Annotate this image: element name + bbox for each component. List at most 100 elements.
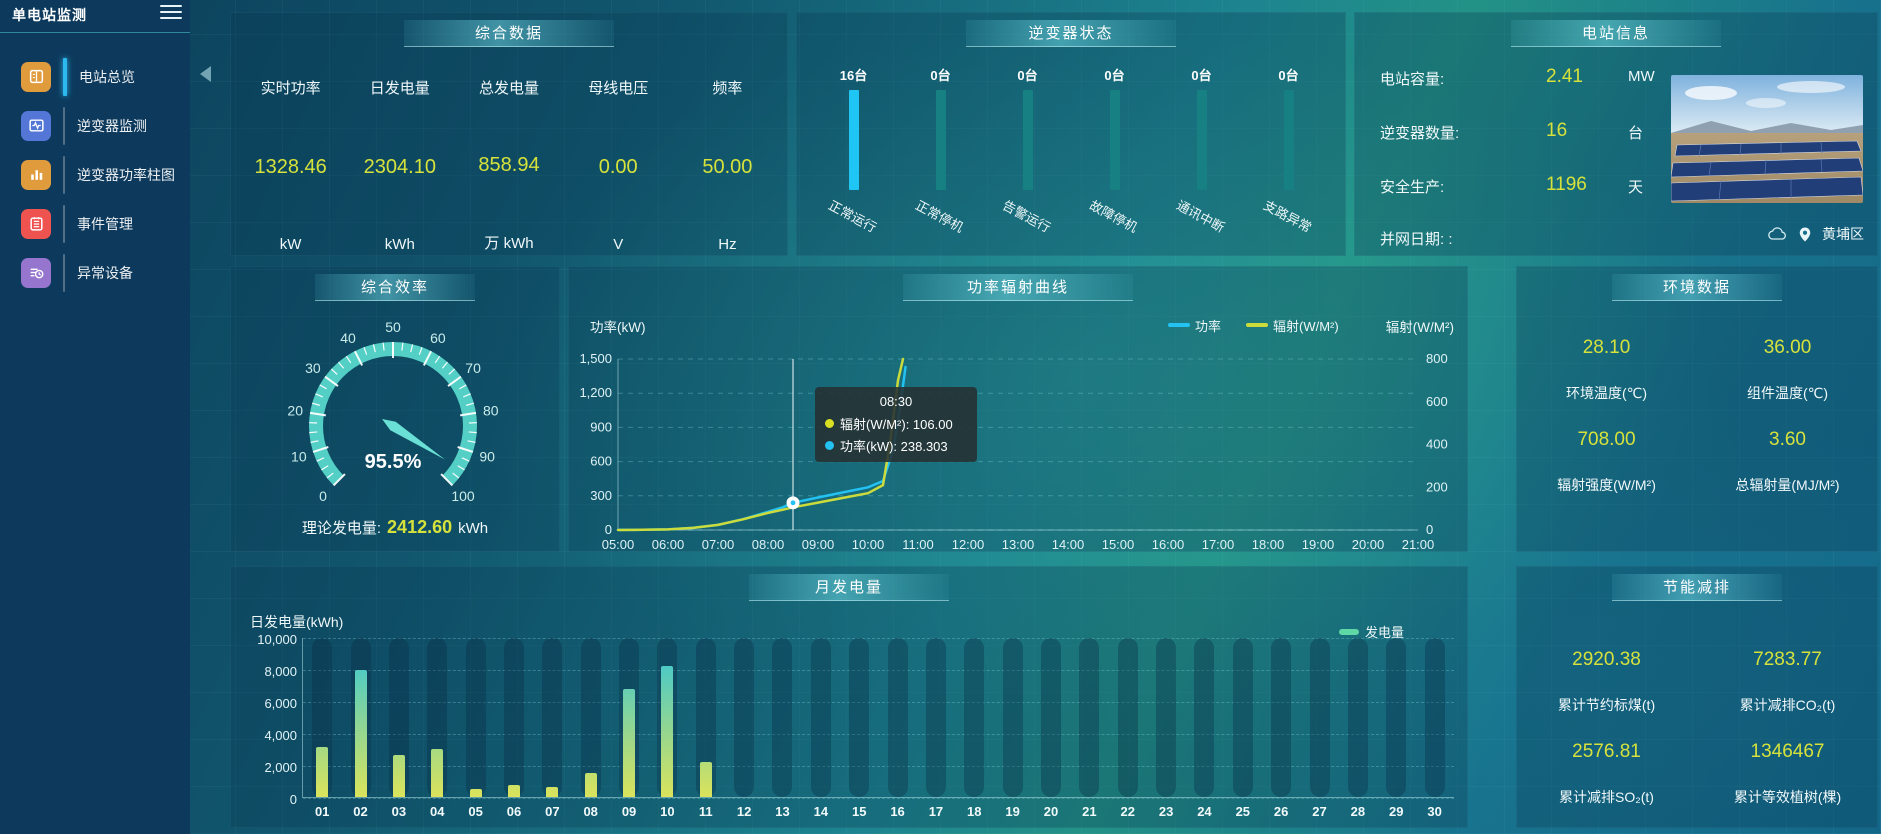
bar-slot[interactable]: 04 [418,638,456,819]
energy-bar [661,666,674,797]
bar-slot[interactable]: 10 [648,638,686,819]
bar-slot[interactable]: 25 [1224,638,1262,819]
active-indicator [63,106,65,145]
sidebar-item-4[interactable]: 事件管理 [0,199,190,248]
bar-slot[interactable]: 05 [456,638,494,819]
bar-slot[interactable]: 28 [1339,638,1377,819]
station-photo [1671,75,1863,203]
svg-text:13:00: 13:00 [1002,537,1035,552]
overview-metric: 总发电量 858.94 万 kWh [454,77,563,253]
x-axis-label: 02 [353,804,368,819]
cell-label: 总辐射量(MJ/M²) [1735,477,1840,493]
panel-saving: 节能减排 2920.38 累计节约标煤(t) 7283.77 累计减排CO₂(t) 25… [1516,566,1878,828]
bar-slot[interactable]: 02 [341,638,379,819]
bar-slot[interactable]: 30 [1415,638,1453,819]
bar-background-column [1271,638,1292,797]
bar-slot[interactable]: 11 [687,638,725,819]
inverter-status-bars[interactable]: 16台 正常运行 0台 正常停机 0台 告警运行 0台 故障停机 0台 通讯中断 0台 支路异常 [796,65,1346,235]
bar-slot[interactable]: 07 [533,638,571,819]
legend-swatch[interactable] [1246,323,1268,327]
svg-text:80: 80 [483,403,499,419]
sidebar-item-2[interactable]: 逆变器监测 [0,101,190,150]
svg-text:30: 30 [305,360,321,376]
bar-slot[interactable]: 12 [725,638,763,819]
bar-slot[interactable]: 13 [763,638,801,819]
sidebar-item-3[interactable]: 逆变器功率柱图 [0,150,190,199]
energy-bar [316,747,329,797]
bar-slot[interactable]: 26 [1262,638,1300,819]
sidebar-menu: 电站总览 逆变器监测逆变器功率柱图事件管理异常设备 [0,52,190,297]
y-axis-label: 4,000 [264,728,297,743]
inverter-status-item: 0台 支路异常 [1245,65,1332,235]
tooltip-time: 08:30 [879,394,913,409]
bar-slot[interactable]: 06 [495,638,533,819]
svg-text:功率: 功率 [1195,319,1221,334]
x-axis-label: 11 [698,804,713,819]
x-axis-label: 17 [928,804,944,819]
sidebar-item-1[interactable]: 电站总览 [0,52,190,101]
sidebar-collapse-arrow[interactable] [200,66,211,82]
tooltip-row: 辐射(W/M²): 106.00 [825,414,967,433]
x-axis-label: 24 [1197,804,1212,819]
bar-slot[interactable]: 19 [993,638,1031,819]
inverter-status-item: 0台 通讯中断 [1158,65,1245,235]
x-axis-label: 07 [545,804,560,819]
bar-slot[interactable]: 03 [380,638,418,819]
location-pin-icon [1799,227,1811,241]
inverter-count: 16台 [839,68,868,83]
bar-slot[interactable]: 27 [1300,638,1338,819]
bar-slot[interactable]: 09 [610,638,648,819]
energy-bar [507,785,520,797]
bar-background-column [1156,638,1177,797]
energy-bar [354,670,367,797]
metric-label: 日发电量 [369,80,430,97]
sidebar-item-label: 异常设备 [77,264,133,281]
station-row-value: 16 [1546,120,1568,141]
sidebar-item-label: 逆变器功率柱图 [77,166,175,183]
efficiency-gauge: 0 10 20 30 40 50 60 70 80 90 100 95.5% [287,319,499,504]
svg-text:09:00: 09:00 [802,537,835,552]
svg-text:18:00: 18:00 [1252,537,1285,552]
bar-background-column [1002,638,1023,797]
svg-text:0: 0 [605,522,612,537]
bar-background-column [1041,638,1061,797]
svg-text:12:00: 12:00 [952,537,985,552]
cell-value: 2920.38 [1572,649,1641,670]
svg-text:100: 100 [451,488,475,504]
metric-unit: kWh [384,236,415,253]
bar-slot[interactable]: 15 [840,638,878,819]
panel-overview: 综合数据 实时功率 1328.46 kW 日发电量 2304.10 kWh 总发电量 858.… [230,12,788,256]
bar-slot[interactable]: 16 [878,638,916,819]
sidebar-item-5[interactable]: 异常设备 [0,248,190,297]
bar-background-column [1424,638,1445,797]
overview-metric: 母线电压 0.00 V [564,77,673,253]
monthly-bar-chart[interactable]: 0 2,000 4,000 6,000 8,000 10,000 01 02 03 04 05 06 0… [257,632,1454,819]
power-radiation-chart[interactable]: 0 300 600 900 1,200 1,500 0 200 400 600 800 05:00 06… [568,266,1468,552]
bar-slot[interactable]: 21 [1070,638,1108,819]
x-axis-label: 28 [1350,804,1366,819]
svg-text:20:00: 20:00 [1352,537,1385,552]
bar-slot[interactable]: 20 [1032,638,1070,819]
bar-slot[interactable]: 23 [1147,638,1185,819]
menu-toggle-icon[interactable] [160,5,182,21]
svg-text:10:00: 10:00 [852,537,885,552]
legend-swatch[interactable] [1168,323,1190,327]
bar-slot[interactable]: 29 [1377,638,1415,819]
svg-text:1,200: 1,200 [579,385,612,400]
bar-slot[interactable]: 14 [802,638,840,819]
bar-slot[interactable]: 01 [303,638,341,819]
panel-saving-title: 节能减排 [1612,574,1782,601]
bar-slot[interactable]: 17 [917,638,955,819]
svg-text:800: 800 [1426,351,1448,366]
overview-metrics: 实时功率 1328.46 kW 日发电量 2304.10 kWh 总发电量 858.94 万 k… [230,77,788,253]
inverter-count: 0台 [930,68,951,83]
month-chart-legend[interactable]: 发电量 [1338,622,1404,641]
bar-slot[interactable]: 24 [1185,638,1223,819]
bar-slot[interactable]: 08 [572,638,610,819]
inverter-bar [1283,90,1294,190]
bar-slot[interactable]: 18 [955,638,993,819]
active-indicator [63,155,65,194]
station-info-row: 电站容量: 2.41 MW [1380,66,1655,89]
bar-slot[interactable]: 22 [1109,638,1147,819]
